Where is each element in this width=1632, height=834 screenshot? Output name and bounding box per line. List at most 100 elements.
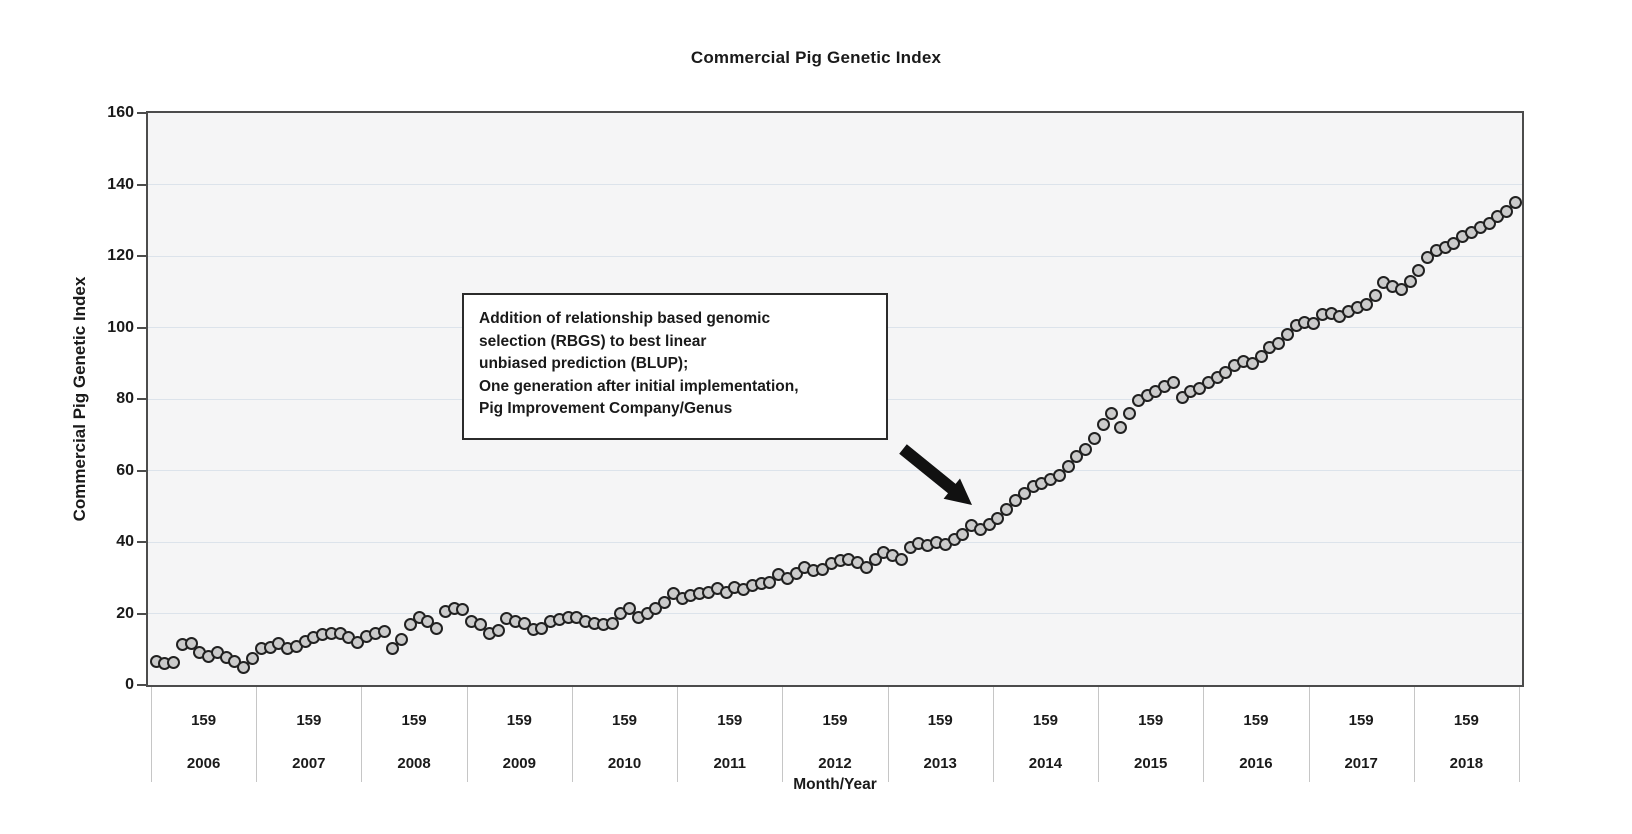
annotation-line: unbiased prediction (BLUP); bbox=[479, 355, 689, 372]
y-tick-mark bbox=[137, 112, 146, 114]
year-separator bbox=[1098, 687, 1100, 782]
year-separator bbox=[1413, 687, 1415, 782]
data-point bbox=[167, 655, 181, 669]
y-tick-mark bbox=[137, 255, 146, 257]
x-axis-title: Month/Year bbox=[793, 776, 877, 793]
month-tick-label: 159 bbox=[612, 712, 638, 729]
year-separator bbox=[782, 687, 784, 782]
data-point bbox=[894, 553, 908, 567]
year-separator bbox=[256, 687, 258, 782]
data-point bbox=[184, 636, 198, 650]
year-separator bbox=[1308, 687, 1310, 782]
data-point bbox=[237, 661, 251, 675]
year-separator bbox=[466, 687, 468, 782]
data-point bbox=[991, 512, 1005, 526]
year-separator bbox=[992, 687, 994, 782]
annotation-line: Pig Improvement Company/Genus bbox=[479, 400, 733, 417]
y-tick-label: 100 bbox=[107, 318, 134, 336]
data-point bbox=[1122, 406, 1136, 420]
data-point bbox=[1307, 317, 1321, 331]
year-label: 2011 bbox=[713, 755, 747, 772]
month-tick-label: 159 bbox=[1032, 712, 1058, 729]
gridline bbox=[148, 541, 1522, 543]
data-point bbox=[1087, 431, 1101, 445]
year-label: 2010 bbox=[607, 755, 642, 772]
year-label: 2012 bbox=[818, 755, 852, 772]
year-label: 2008 bbox=[397, 755, 431, 772]
data-point bbox=[456, 603, 470, 617]
data-point bbox=[1394, 283, 1408, 297]
y-tick-label: 80 bbox=[116, 390, 134, 407]
data-point bbox=[1166, 376, 1180, 390]
month-tick-label: 159 bbox=[191, 712, 217, 729]
data-point bbox=[1508, 195, 1522, 209]
month-tick-label: 159 bbox=[296, 712, 322, 729]
month-tick-label: 159 bbox=[927, 712, 953, 729]
data-point bbox=[1105, 406, 1119, 420]
data-point bbox=[377, 624, 391, 638]
year-label: 2007 bbox=[292, 755, 326, 772]
month-tick-label: 159 bbox=[1138, 712, 1164, 729]
month-tick-label: 159 bbox=[401, 712, 427, 729]
y-tick-label: 60 bbox=[116, 461, 134, 479]
data-point bbox=[956, 527, 970, 541]
data-point bbox=[1245, 357, 1259, 371]
data-point bbox=[1079, 442, 1093, 456]
y-tick-label: 0 bbox=[125, 676, 134, 693]
data-point bbox=[1412, 263, 1426, 277]
y-tick-mark bbox=[137, 326, 146, 329]
year-label: 2009 bbox=[502, 755, 536, 772]
year-label: 2015 bbox=[1133, 755, 1168, 772]
year-separator bbox=[677, 687, 679, 782]
x-axis-labels: 159 2006 159 2007 159 2008 159 2009 159 2010 159 20… bbox=[151, 687, 1523, 782]
y-tick-mark bbox=[137, 183, 146, 186]
annotation-box: Addition of relationship based genomic s… bbox=[462, 293, 888, 440]
data-point bbox=[1000, 503, 1014, 517]
year-label: 2014 bbox=[1028, 755, 1063, 772]
y-axis-tick-labels: 0 20 40 60 80 100 120 140 160 bbox=[66, 104, 134, 693]
y-tick-label: 20 bbox=[116, 604, 134, 622]
plot-area bbox=[146, 111, 1524, 687]
year-label: 2013 bbox=[923, 755, 957, 772]
year-separator bbox=[1518, 687, 1520, 782]
data-point bbox=[1272, 337, 1286, 351]
data-point bbox=[386, 641, 400, 655]
data-point bbox=[1114, 421, 1128, 435]
data-point bbox=[1254, 349, 1268, 363]
chart-title: Commercial Pig Genetic Index bbox=[690, 48, 942, 67]
gridline bbox=[148, 613, 1522, 614]
year-separator bbox=[887, 687, 889, 782]
gridline bbox=[148, 255, 1522, 257]
data-point bbox=[1096, 417, 1110, 431]
year-separator bbox=[1203, 687, 1205, 782]
y-tick-mark bbox=[137, 612, 146, 615]
y-tick-label: 40 bbox=[116, 533, 134, 550]
data-point bbox=[491, 624, 505, 638]
y-tick-mark bbox=[137, 541, 146, 543]
gridline bbox=[148, 470, 1522, 471]
year-separator bbox=[361, 687, 363, 782]
annotation-line: One generation after initial implementat… bbox=[479, 377, 799, 395]
month-tick-label: 159 bbox=[1453, 712, 1479, 729]
data-point bbox=[1500, 204, 1514, 218]
data-point bbox=[1280, 328, 1294, 342]
data-point bbox=[395, 633, 409, 647]
y-tick-mark bbox=[137, 469, 146, 472]
y-tick-label: 120 bbox=[107, 247, 134, 264]
data-point bbox=[1359, 297, 1373, 311]
year-label: 2017 bbox=[1344, 755, 1378, 772]
y-axis-tick-marks bbox=[137, 112, 146, 686]
year-label: 2006 bbox=[186, 755, 221, 772]
month-tick-label: 159 bbox=[506, 712, 532, 729]
data-point bbox=[605, 617, 619, 631]
month-tick-label: 159 bbox=[717, 712, 743, 729]
gridline bbox=[148, 184, 1522, 185]
year-label: 2016 bbox=[1239, 755, 1273, 772]
month-tick-label: 159 bbox=[1243, 712, 1269, 729]
y-tick-label: 140 bbox=[107, 175, 134, 193]
y-tick-mark bbox=[137, 398, 146, 400]
month-tick-label: 159 bbox=[822, 712, 848, 729]
data-point bbox=[1368, 288, 1382, 302]
data-point bbox=[245, 652, 259, 666]
